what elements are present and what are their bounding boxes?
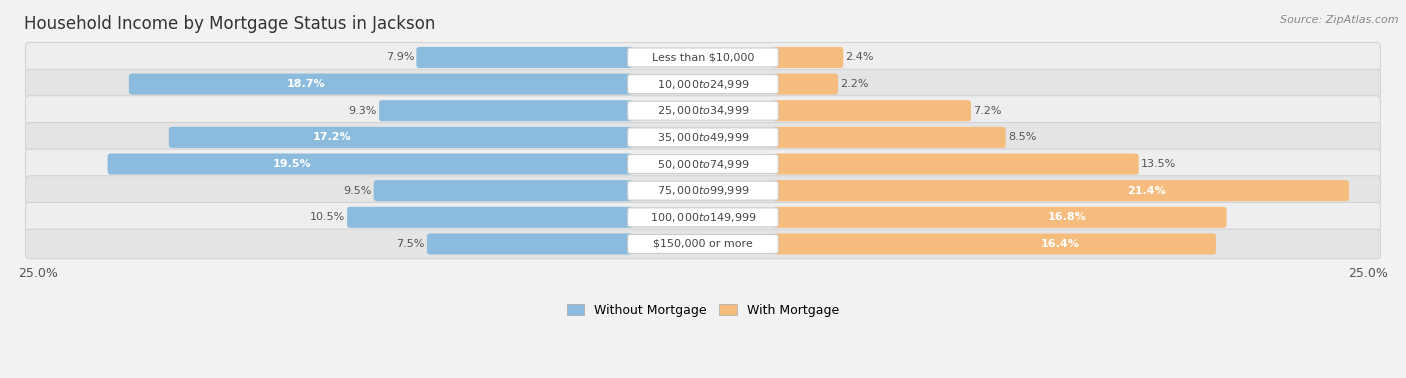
Text: 10.5%: 10.5% (309, 212, 344, 222)
Text: 18.7%: 18.7% (287, 79, 326, 89)
FancyBboxPatch shape (25, 149, 1381, 179)
FancyBboxPatch shape (627, 48, 779, 67)
FancyBboxPatch shape (169, 127, 633, 148)
Text: 2.4%: 2.4% (845, 53, 875, 62)
Text: $150,000 or more: $150,000 or more (654, 239, 752, 249)
Text: 8.5%: 8.5% (1008, 132, 1036, 143)
FancyBboxPatch shape (347, 207, 633, 228)
Text: Source: ZipAtlas.com: Source: ZipAtlas.com (1281, 15, 1399, 25)
FancyBboxPatch shape (25, 42, 1381, 72)
Text: $35,000 to $49,999: $35,000 to $49,999 (657, 131, 749, 144)
FancyBboxPatch shape (773, 153, 1139, 175)
Text: 17.2%: 17.2% (314, 132, 352, 143)
FancyBboxPatch shape (427, 234, 633, 254)
FancyBboxPatch shape (380, 100, 633, 121)
FancyBboxPatch shape (627, 208, 779, 227)
FancyBboxPatch shape (25, 96, 1381, 125)
FancyBboxPatch shape (627, 234, 779, 253)
Text: 7.2%: 7.2% (973, 106, 1001, 116)
FancyBboxPatch shape (25, 122, 1381, 152)
FancyBboxPatch shape (773, 74, 838, 94)
Text: $50,000 to $74,999: $50,000 to $74,999 (657, 158, 749, 170)
Text: 16.8%: 16.8% (1047, 212, 1087, 222)
Text: Household Income by Mortgage Status in Jackson: Household Income by Mortgage Status in J… (24, 15, 436, 33)
FancyBboxPatch shape (773, 207, 1226, 228)
FancyBboxPatch shape (25, 229, 1381, 259)
Text: 7.9%: 7.9% (385, 53, 415, 62)
FancyBboxPatch shape (108, 153, 633, 175)
Text: 13.5%: 13.5% (1140, 159, 1175, 169)
Text: $10,000 to $24,999: $10,000 to $24,999 (657, 77, 749, 91)
FancyBboxPatch shape (627, 155, 779, 174)
Legend: Without Mortgage, With Mortgage: Without Mortgage, With Mortgage (567, 304, 839, 317)
Text: 7.5%: 7.5% (396, 239, 425, 249)
FancyBboxPatch shape (773, 180, 1348, 201)
FancyBboxPatch shape (773, 127, 1005, 148)
FancyBboxPatch shape (627, 128, 779, 147)
Text: $25,000 to $34,999: $25,000 to $34,999 (657, 104, 749, 117)
Text: 2.2%: 2.2% (839, 79, 869, 89)
Text: 9.3%: 9.3% (349, 106, 377, 116)
FancyBboxPatch shape (25, 69, 1381, 99)
FancyBboxPatch shape (25, 202, 1381, 232)
Text: 9.5%: 9.5% (343, 186, 371, 196)
Text: 21.4%: 21.4% (1128, 186, 1166, 196)
Text: $75,000 to $99,999: $75,000 to $99,999 (657, 184, 749, 197)
Text: Less than $10,000: Less than $10,000 (652, 53, 754, 62)
FancyBboxPatch shape (773, 234, 1216, 254)
Text: 19.5%: 19.5% (273, 159, 312, 169)
FancyBboxPatch shape (627, 101, 779, 120)
FancyBboxPatch shape (627, 74, 779, 93)
FancyBboxPatch shape (773, 100, 972, 121)
Text: $100,000 to $149,999: $100,000 to $149,999 (650, 211, 756, 224)
FancyBboxPatch shape (773, 47, 844, 68)
FancyBboxPatch shape (129, 74, 633, 94)
FancyBboxPatch shape (416, 47, 633, 68)
Text: 16.4%: 16.4% (1040, 239, 1080, 249)
FancyBboxPatch shape (374, 180, 633, 201)
FancyBboxPatch shape (25, 176, 1381, 206)
FancyBboxPatch shape (627, 181, 779, 200)
